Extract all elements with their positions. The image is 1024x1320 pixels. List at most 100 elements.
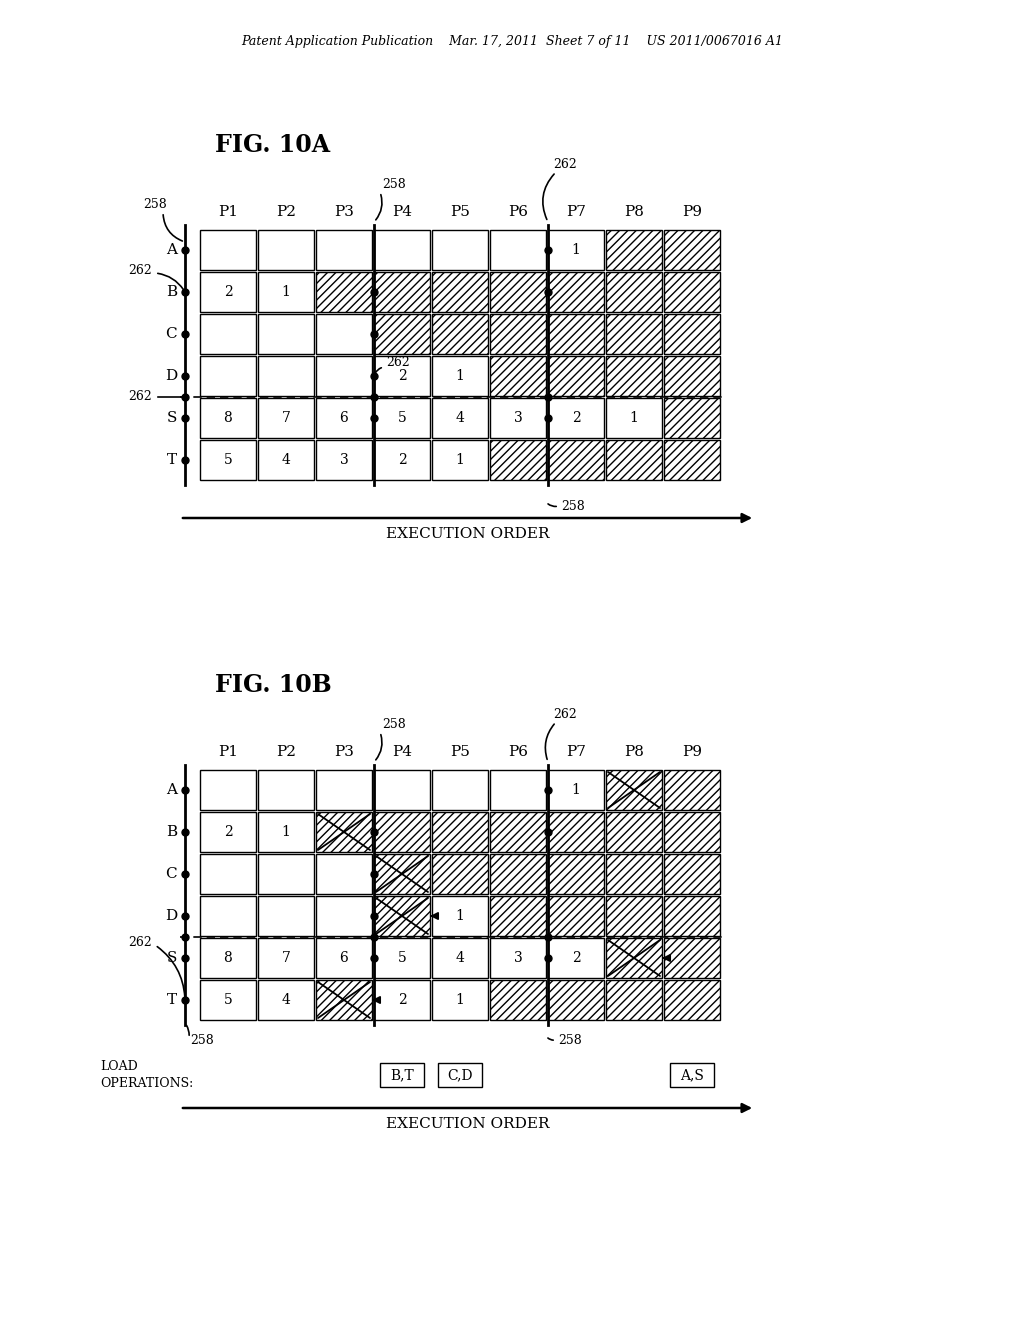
- Bar: [432, 230, 488, 271]
- Text: 5: 5: [223, 993, 232, 1007]
- Text: LOAD
OPERATIONS:: LOAD OPERATIONS:: [100, 1060, 194, 1090]
- Bar: [316, 399, 372, 438]
- Text: P5: P5: [451, 205, 470, 219]
- Bar: [258, 356, 314, 396]
- Text: P8: P8: [624, 205, 644, 219]
- Bar: [548, 440, 604, 480]
- Text: 1: 1: [456, 453, 465, 467]
- Text: A,S: A,S: [680, 1068, 703, 1082]
- Bar: [490, 356, 546, 396]
- Text: 2: 2: [397, 993, 407, 1007]
- Bar: [606, 399, 662, 438]
- Text: 3: 3: [514, 411, 522, 425]
- Text: 8: 8: [223, 411, 232, 425]
- Text: P7: P7: [566, 205, 586, 219]
- Bar: [432, 356, 488, 396]
- Text: P4: P4: [392, 205, 412, 219]
- Bar: [490, 230, 546, 271]
- Text: P9: P9: [682, 744, 702, 759]
- Bar: [374, 812, 430, 851]
- Bar: [606, 854, 662, 894]
- Bar: [200, 896, 256, 936]
- Text: T: T: [167, 453, 177, 467]
- Bar: [432, 770, 488, 810]
- Text: B: B: [166, 285, 177, 300]
- Text: T: T: [167, 993, 177, 1007]
- Text: 5: 5: [223, 453, 232, 467]
- Bar: [490, 770, 546, 810]
- Text: 7: 7: [282, 950, 291, 965]
- Bar: [316, 440, 372, 480]
- Text: 3: 3: [340, 453, 348, 467]
- Bar: [606, 230, 662, 271]
- Bar: [200, 812, 256, 851]
- Bar: [490, 979, 546, 1020]
- Bar: [664, 770, 720, 810]
- Bar: [374, 939, 430, 978]
- Bar: [548, 272, 604, 312]
- Bar: [374, 440, 430, 480]
- Text: P5: P5: [451, 744, 470, 759]
- Bar: [374, 979, 430, 1020]
- Text: C: C: [165, 867, 177, 880]
- Bar: [258, 770, 314, 810]
- Bar: [432, 939, 488, 978]
- Bar: [258, 399, 314, 438]
- Bar: [664, 979, 720, 1020]
- Text: P3: P3: [334, 744, 354, 759]
- Bar: [200, 356, 256, 396]
- Bar: [258, 230, 314, 271]
- Bar: [432, 854, 488, 894]
- Bar: [200, 854, 256, 894]
- Bar: [490, 399, 546, 438]
- Bar: [374, 854, 430, 894]
- Text: 262: 262: [128, 936, 152, 949]
- Bar: [200, 440, 256, 480]
- Bar: [316, 770, 372, 810]
- Text: P1: P1: [218, 744, 238, 759]
- Text: 258: 258: [190, 1034, 214, 1047]
- Bar: [606, 812, 662, 851]
- Bar: [200, 770, 256, 810]
- Text: P2: P2: [276, 205, 296, 219]
- Bar: [316, 314, 372, 354]
- Text: P3: P3: [334, 205, 354, 219]
- Text: 1: 1: [456, 909, 465, 923]
- Bar: [664, 230, 720, 271]
- Text: B,T: B,T: [390, 1068, 414, 1082]
- Bar: [374, 770, 430, 810]
- Text: 1: 1: [282, 285, 291, 300]
- Text: 2: 2: [571, 950, 581, 965]
- Bar: [606, 770, 662, 810]
- Text: 6: 6: [340, 950, 348, 965]
- Text: 258: 258: [558, 1034, 582, 1047]
- Bar: [490, 812, 546, 851]
- Bar: [374, 314, 430, 354]
- Bar: [606, 979, 662, 1020]
- Text: 2: 2: [571, 411, 581, 425]
- Text: P1: P1: [218, 205, 238, 219]
- Bar: [432, 399, 488, 438]
- Text: 5: 5: [397, 950, 407, 965]
- Text: 2: 2: [223, 825, 232, 840]
- Text: 5: 5: [397, 411, 407, 425]
- Bar: [664, 399, 720, 438]
- Text: 6: 6: [340, 411, 348, 425]
- Bar: [490, 854, 546, 894]
- Text: P8: P8: [624, 744, 644, 759]
- Text: P4: P4: [392, 744, 412, 759]
- Text: 2: 2: [397, 370, 407, 383]
- Text: 7: 7: [282, 411, 291, 425]
- Bar: [374, 896, 430, 936]
- Text: 4: 4: [456, 950, 465, 965]
- Bar: [200, 314, 256, 354]
- Bar: [432, 314, 488, 354]
- Bar: [432, 812, 488, 851]
- Bar: [258, 939, 314, 978]
- Text: C: C: [165, 327, 177, 341]
- Bar: [258, 979, 314, 1020]
- Text: 4: 4: [456, 411, 465, 425]
- Bar: [200, 939, 256, 978]
- Bar: [606, 440, 662, 480]
- Bar: [548, 979, 604, 1020]
